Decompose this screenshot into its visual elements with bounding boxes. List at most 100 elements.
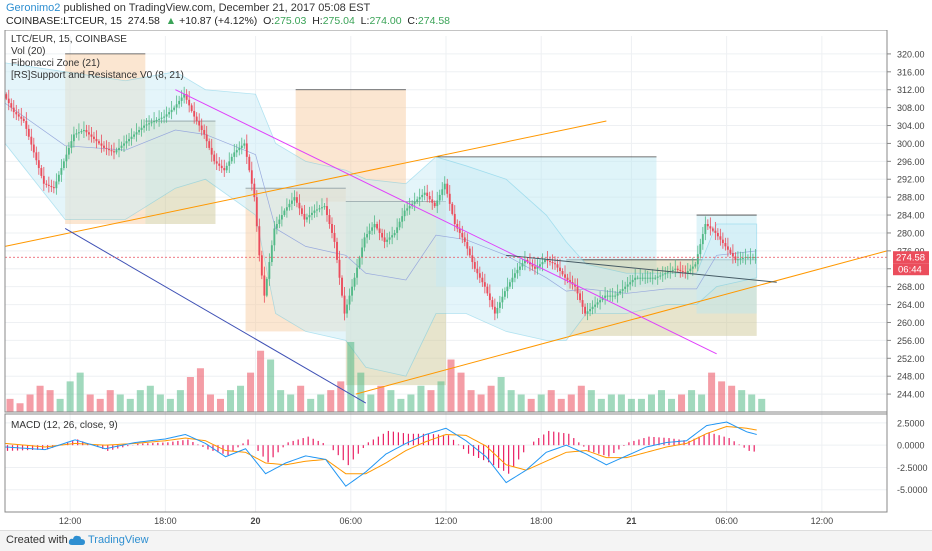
publisher-name[interactable]: Geronimo2 — [6, 2, 61, 14]
candle-body — [616, 293, 619, 296]
candle-body — [10, 103, 13, 108]
candle-body — [521, 263, 524, 267]
candle-body — [208, 141, 211, 148]
footer-brand[interactable]: TradingView — [88, 534, 149, 546]
candle-body — [478, 273, 481, 278]
price-tick-label: 296.00 — [897, 157, 925, 167]
candle-body — [456, 224, 459, 229]
candle-body — [586, 311, 589, 314]
candle-body — [318, 208, 321, 210]
volume-bar — [26, 394, 34, 412]
candle-body — [108, 149, 110, 151]
volume-bar — [126, 398, 134, 412]
candle-body — [666, 272, 669, 274]
volume-bar — [457, 372, 465, 412]
price-tick-label: 268.00 — [897, 282, 925, 292]
candle-body — [421, 194, 424, 198]
candle-body — [418, 197, 421, 200]
footer: Created with TradingView — [0, 530, 932, 551]
volume-bar — [587, 390, 595, 412]
candle-body — [433, 202, 436, 207]
fibonacci-band — [4, 62, 758, 377]
candle-body — [280, 215, 283, 220]
candle-body — [35, 152, 38, 161]
candle-body — [591, 306, 594, 310]
candle-body — [601, 297, 604, 301]
candle-body — [381, 232, 384, 238]
candle-body — [238, 147, 241, 151]
candle-body — [22, 118, 25, 122]
volume-bar — [597, 398, 605, 412]
footer-text: Created with — [6, 534, 68, 546]
candle-body — [138, 130, 140, 133]
candle-body — [646, 277, 649, 279]
candle-body — [749, 257, 752, 259]
candle-body — [559, 267, 561, 271]
candle-body — [752, 257, 754, 259]
candle-body — [255, 197, 258, 227]
open-label: O: — [263, 15, 275, 27]
legend: LTC/EUR, 15, COINBASE Vol (20) Fibonacci… — [11, 34, 184, 431]
price-change: +10.87 (+4.12%) — [179, 15, 258, 27]
chart[interactable]: 320.00 316.00 312.00 308.00 304.00 300.00 296.… — [0, 30, 932, 530]
volume-bar — [537, 394, 545, 412]
candle-body — [513, 273, 516, 278]
candle-body — [65, 154, 68, 162]
volume-bar — [196, 368, 204, 412]
volume-bar — [748, 394, 756, 412]
candle-body — [170, 109, 173, 113]
candle-body — [215, 161, 218, 164]
candle-body — [501, 296, 504, 303]
candle-body — [348, 295, 351, 305]
volume-bar — [206, 394, 214, 412]
candle-body — [679, 269, 682, 271]
volume-bars — [6, 342, 766, 412]
candle-body — [446, 183, 449, 194]
legend-vol[interactable]: Vol (20) — [11, 46, 45, 57]
candle-body — [531, 264, 534, 267]
candle-body — [473, 262, 476, 269]
price-tick-label: 312.00 — [897, 85, 925, 95]
candle-body — [609, 295, 612, 297]
volume-bar — [367, 394, 375, 412]
candle-body — [62, 161, 65, 169]
price-tick-label: 256.00 — [897, 336, 925, 346]
candle-body — [696, 254, 699, 265]
legend-fib[interactable]: Fibonacci Zone (21) — [11, 58, 100, 69]
candle-body — [253, 183, 256, 198]
candle-body — [441, 189, 444, 195]
candle-body — [60, 168, 63, 175]
open-value: 275.03 — [274, 15, 307, 27]
candle-body — [80, 131, 83, 133]
volume-bar — [617, 394, 625, 412]
candle-body — [5, 94, 8, 99]
candle-body — [366, 234, 369, 238]
volume-bar — [86, 394, 94, 412]
candle-body — [273, 228, 276, 246]
candle-body — [293, 197, 296, 201]
volume-bar — [507, 390, 515, 412]
candle-body — [614, 295, 617, 297]
legend-sr[interactable]: [RS]Support and Resistance V0 (8, 21) — [11, 70, 184, 81]
volume-bar — [317, 394, 325, 412]
candle-body — [195, 116, 198, 122]
candle-body — [42, 175, 45, 184]
price-tick-label: 260.00 — [897, 318, 925, 328]
candle-body — [621, 288, 624, 292]
candle-body — [100, 143, 103, 146]
candle-body — [453, 213, 456, 224]
candle-body — [438, 194, 441, 201]
publish-line: Geronimo2 published on TradingView.com, … — [6, 2, 370, 14]
volume-bar — [116, 394, 124, 412]
volume-bar — [46, 390, 54, 412]
candle-body — [644, 277, 647, 279]
candle-body — [423, 192, 426, 195]
candle-body — [248, 156, 251, 171]
candle-body — [549, 260, 551, 263]
legend-macd[interactable]: MACD (12, 26, close, 9) — [11, 420, 118, 431]
price-tick-label: 252.00 — [897, 354, 925, 364]
candle-body — [288, 203, 291, 208]
volume-bar — [237, 385, 245, 412]
candle-body — [15, 112, 18, 115]
candle-body — [7, 98, 10, 104]
